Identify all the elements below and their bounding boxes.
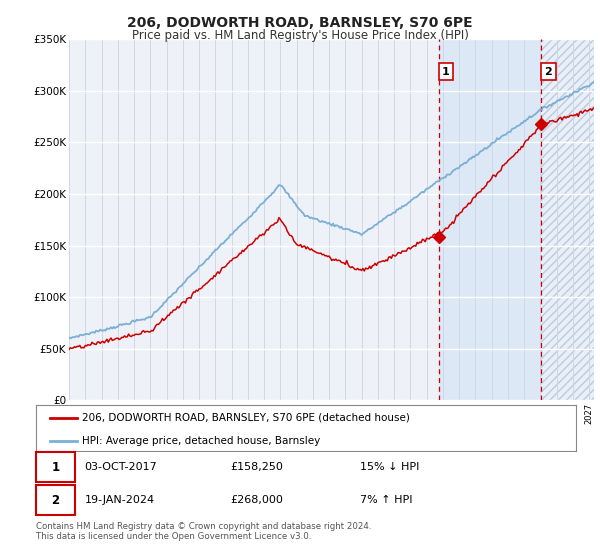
Text: 03-OCT-2017: 03-OCT-2017 (85, 462, 157, 472)
Bar (541, 39, 594, 400)
Text: 2: 2 (52, 494, 59, 507)
Text: £158,250: £158,250 (230, 462, 283, 472)
Text: 19-JAN-2024: 19-JAN-2024 (85, 495, 155, 505)
Text: 1: 1 (52, 461, 59, 474)
Text: 15% ↓ HPI: 15% ↓ HPI (360, 462, 419, 472)
Text: 7% ↑ HPI: 7% ↑ HPI (360, 495, 413, 505)
Text: Price paid vs. HM Land Registry's House Price Index (HPI): Price paid vs. HM Land Registry's House … (131, 29, 469, 42)
FancyBboxPatch shape (36, 485, 75, 515)
Text: 2: 2 (544, 67, 552, 77)
Bar (439, 39, 541, 400)
FancyBboxPatch shape (36, 452, 75, 482)
Text: £268,000: £268,000 (230, 495, 283, 505)
Text: 206, DODWORTH ROAD, BARNSLEY, S70 6PE: 206, DODWORTH ROAD, BARNSLEY, S70 6PE (127, 16, 473, 30)
Text: Contains HM Land Registry data © Crown copyright and database right 2024.
This d: Contains HM Land Registry data © Crown c… (36, 522, 371, 542)
Text: HPI: Average price, detached house, Barnsley: HPI: Average price, detached house, Barn… (82, 436, 320, 446)
Text: 206, DODWORTH ROAD, BARNSLEY, S70 6PE (detached house): 206, DODWORTH ROAD, BARNSLEY, S70 6PE (d… (82, 413, 410, 423)
Text: 1: 1 (442, 67, 450, 77)
Bar (541, 39, 594, 400)
